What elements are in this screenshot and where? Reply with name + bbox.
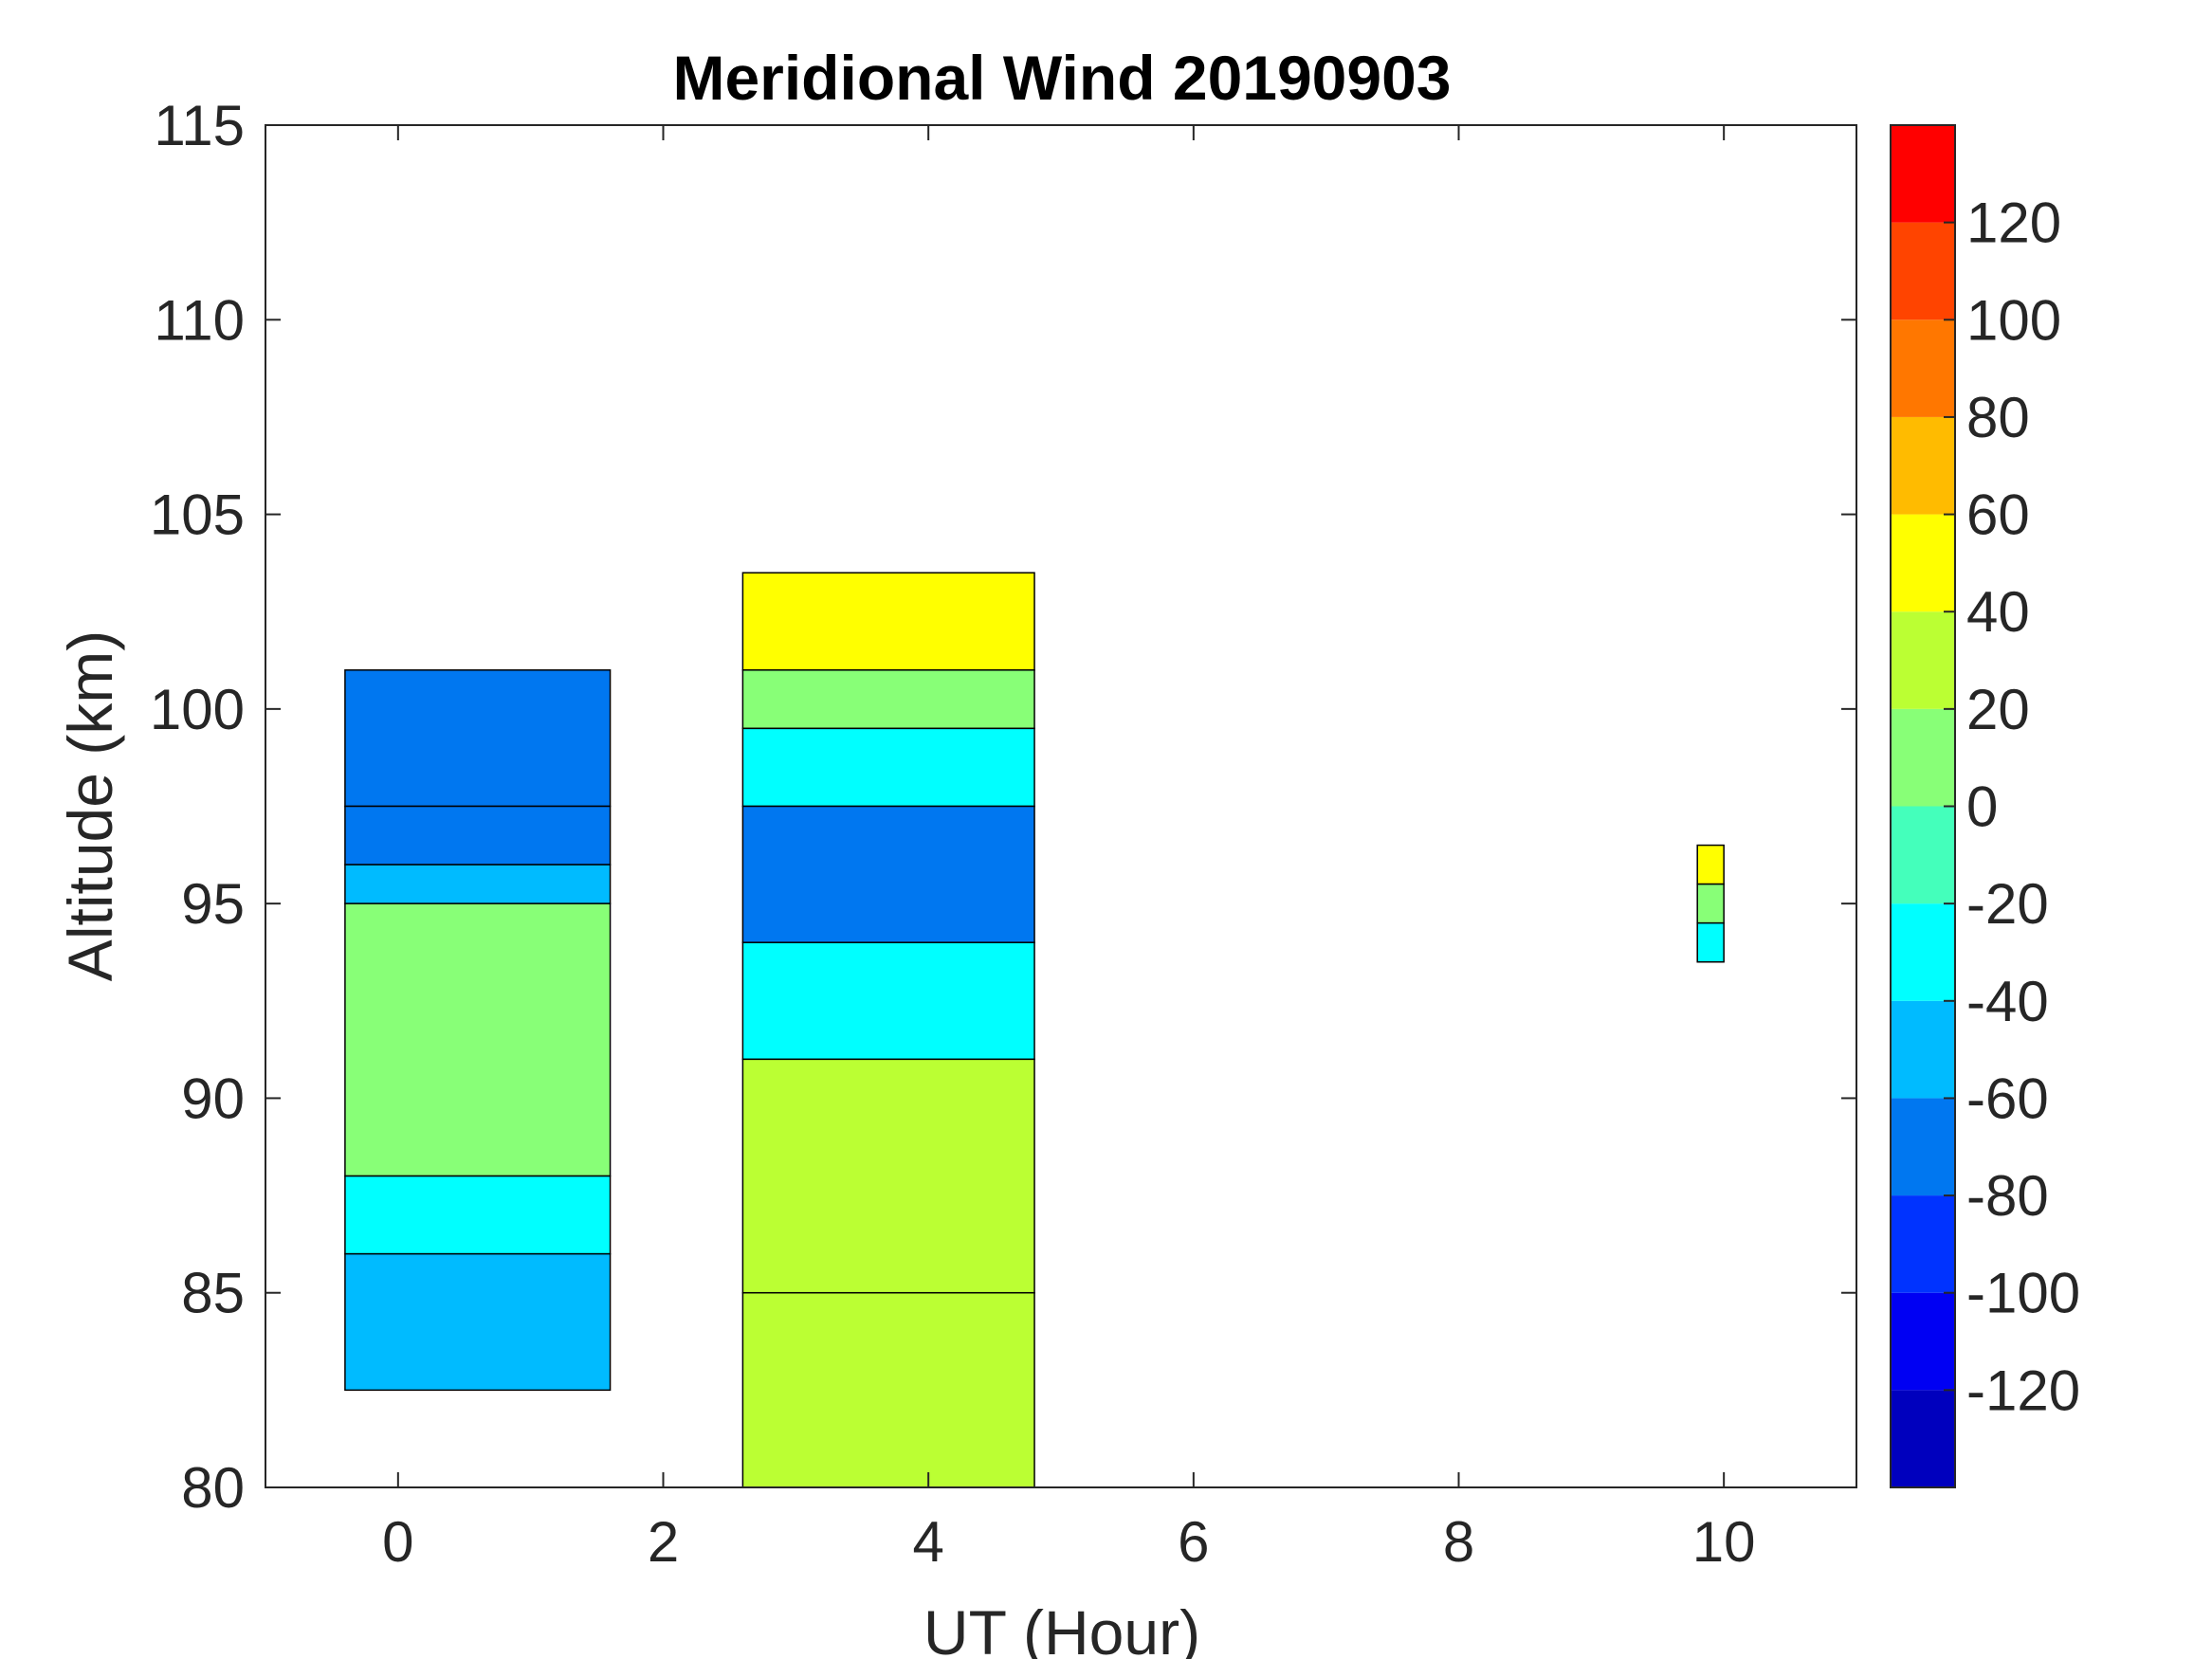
colorbar-segment xyxy=(1891,125,1955,223)
colorbar-tick-label: 80 xyxy=(1966,386,2030,449)
y-tick-label: 85 xyxy=(181,1262,245,1325)
y-tick-label: 90 xyxy=(181,1066,245,1130)
colorbar-segment xyxy=(1891,611,1955,709)
colorbar-tick-label: -40 xyxy=(1966,970,2049,1033)
contour-band-block-2-1 xyxy=(741,669,1035,730)
y-tick-label: 115 xyxy=(154,94,245,157)
colorbar-segment xyxy=(1891,1000,1955,1099)
contour-band-block-1-1 xyxy=(344,805,612,866)
x-tick-label: 10 xyxy=(1692,1510,1756,1574)
contour-band-block-2-4 xyxy=(741,941,1035,1061)
colorbar-tick-label: 100 xyxy=(1966,288,2061,352)
colorbar-tick-label: -80 xyxy=(1966,1164,2049,1228)
colorbar-tick-label: -60 xyxy=(1966,1066,2049,1130)
contour-band-block-3-2 xyxy=(1696,921,1725,963)
colorbar-segment xyxy=(1891,514,1955,612)
contour-band-block-1-2 xyxy=(344,864,612,904)
colorbar-tick-label: -120 xyxy=(1966,1358,2080,1422)
contour-band-block-3-0 xyxy=(1696,844,1725,885)
colorbar-segment xyxy=(1891,903,1955,1001)
contour-band-block-3-1 xyxy=(1696,883,1725,924)
y-tick-label: 100 xyxy=(150,678,245,741)
contour-band-block-2-5 xyxy=(741,1058,1035,1294)
colorbar-tick-label: 0 xyxy=(1966,775,1998,839)
colorbar-segment xyxy=(1891,708,1955,807)
x-tick-label: 4 xyxy=(912,1510,943,1574)
x-tick-label: 0 xyxy=(382,1510,413,1574)
x-tick-label: 6 xyxy=(1178,1510,1209,1574)
colorbar-segment xyxy=(1891,1292,1955,1391)
colorbar-tick-label: 40 xyxy=(1966,580,2030,644)
colorbar: -120 -100 -80 -60 -40 -20 0 20 40 60 80 100 120 xyxy=(1890,124,2080,1488)
y-tick-label: 110 xyxy=(154,288,245,352)
y-tick-label: 105 xyxy=(150,483,245,547)
colorbar-segment xyxy=(1891,222,1955,320)
colorbar-segment xyxy=(1891,1195,1955,1293)
colorbar-segment xyxy=(1891,416,1955,515)
plot-area-data xyxy=(344,572,1725,1488)
colorbar-segment xyxy=(1891,1390,1955,1487)
colorbar-tick-label: 20 xyxy=(1966,678,2030,741)
y-axis: 80 85 90 95 100 105 110 115 xyxy=(150,94,1856,1520)
contour-band-block-1-0 xyxy=(344,669,612,808)
contour-band-block-2-2 xyxy=(741,727,1035,808)
contour-band-block-1-4 xyxy=(344,1175,612,1255)
contour-band-block-2-6 xyxy=(741,1291,1035,1488)
x-axis-label: UT (Hour) xyxy=(923,1597,1200,1659)
chart-title: Meridional Wind 20190903 xyxy=(672,43,1451,113)
contour-band-block-2-0 xyxy=(741,572,1035,671)
colorbar-tick-label: -100 xyxy=(1966,1262,2080,1325)
x-tick-label: 2 xyxy=(648,1510,679,1574)
plot-frame xyxy=(265,124,1857,1488)
colorbar-tick-label: 60 xyxy=(1966,483,2030,547)
y-tick-label: 95 xyxy=(181,872,245,936)
contour-band-block-1-5 xyxy=(344,1252,612,1392)
y-axis-label: Altitude (km) xyxy=(55,630,125,981)
colorbar-segment xyxy=(1891,806,1955,904)
contour-band-block-1-3 xyxy=(344,902,612,1177)
y-tick-label: 80 xyxy=(181,1456,245,1520)
x-axis: 0 2 4 6 8 10 xyxy=(382,125,1756,1574)
colorbar-segment xyxy=(1891,1098,1955,1196)
colorbar-tick-label: -20 xyxy=(1966,872,2049,936)
contour-band-block-2-3 xyxy=(741,805,1035,943)
colorbar-segment xyxy=(1891,319,1955,417)
colorbar-tick-label: 120 xyxy=(1966,191,2061,255)
x-tick-label: 8 xyxy=(1443,1510,1474,1574)
